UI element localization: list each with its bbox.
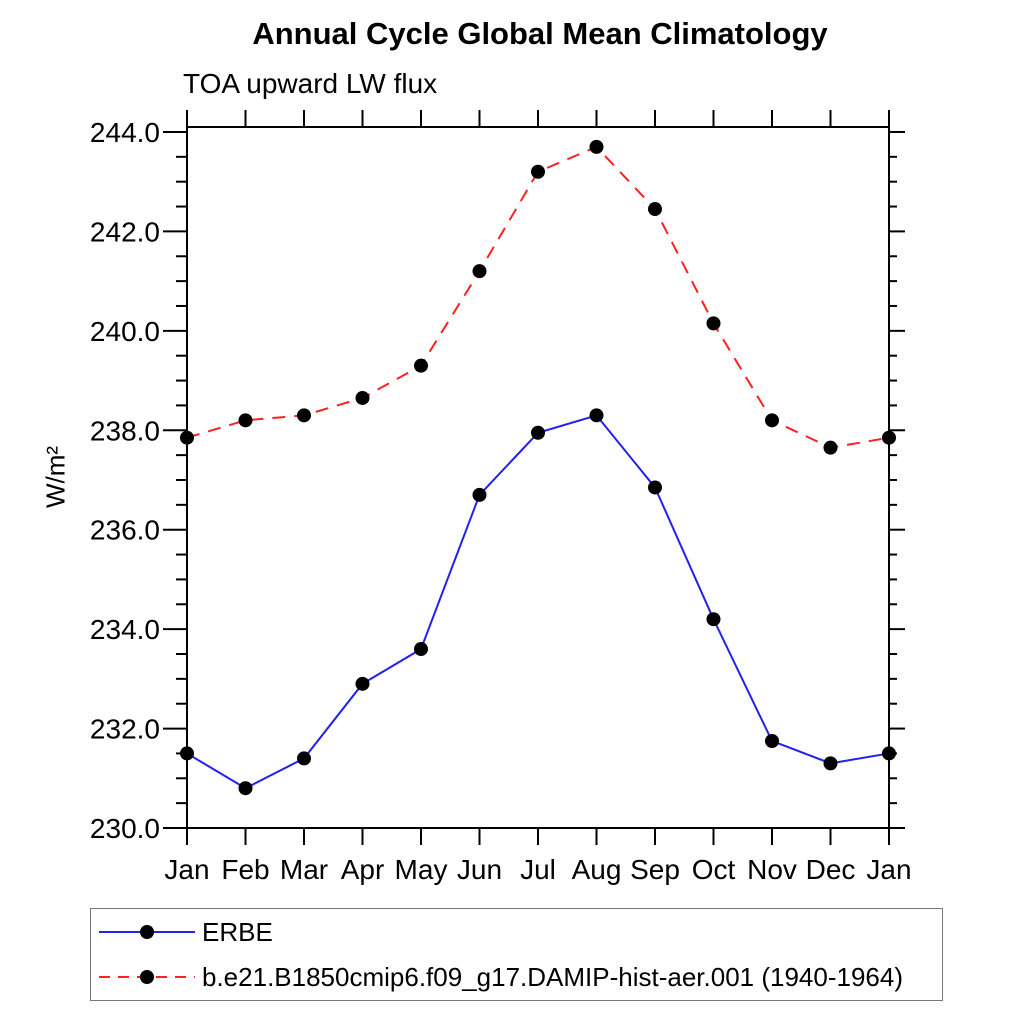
x-tick-label: Mar	[280, 854, 328, 885]
data-point-marker	[355, 676, 370, 691]
data-point-marker	[882, 746, 896, 761]
x-tick-label: Oct	[692, 854, 736, 885]
legend: ERBE b.e21.B1850cmip6.f09_g17.DAMIP-hist…	[90, 908, 943, 1001]
y-tick-label: 232.0	[90, 714, 160, 745]
data-point-marker	[297, 408, 311, 423]
y-tick-label: 236.0	[90, 515, 160, 546]
x-tick-label: Jul	[520, 854, 556, 885]
y-tick-label: 238.0	[90, 415, 160, 446]
data-point-marker	[706, 612, 721, 627]
legend-row-model: b.e21.B1850cmip6.f09_g17.DAMIP-hist-aer.…	[91, 955, 942, 999]
x-tick-label: Jan	[866, 854, 911, 885]
data-point-marker	[414, 358, 428, 373]
x-tick-label: Feb	[221, 854, 269, 885]
x-tick-label: Jun	[457, 854, 502, 885]
data-point-marker	[648, 480, 662, 495]
data-point-marker	[297, 751, 311, 766]
data-point-marker	[472, 264, 487, 279]
data-point-marker	[765, 413, 779, 428]
series-line-0	[186, 414, 890, 790]
legend-line-sample-solid-icon	[99, 925, 195, 939]
chart-subtitle: TOA upward LW flux	[183, 68, 438, 99]
plot-frame	[186, 126, 890, 829]
y-tick-label: 230.0	[90, 813, 160, 844]
data-point-marker	[823, 440, 838, 455]
data-point-marker	[589, 408, 604, 423]
data-point-marker	[414, 642, 428, 657]
legend-label-erbe: ERBE	[202, 916, 273, 947]
data-point-marker	[589, 139, 604, 154]
data-point-marker	[823, 756, 838, 771]
y-tick-label: 240.0	[90, 316, 160, 347]
data-point-marker	[765, 733, 779, 748]
legend-row-erbe: ERBE	[91, 910, 942, 954]
chart-title: Annual Cycle Global Mean Climatology	[252, 16, 828, 51]
data-point-marker	[180, 746, 194, 761]
data-point-marker	[238, 781, 253, 796]
data-point-marker	[882, 430, 896, 445]
data-point-marker	[180, 430, 194, 445]
x-tick-label: Sep	[630, 854, 680, 885]
data-point-marker	[648, 202, 662, 217]
y-tick-label: 234.0	[90, 614, 160, 645]
x-tick-label: Nov	[747, 854, 797, 885]
series-line-1	[186, 145, 890, 449]
data-point-marker	[706, 316, 721, 331]
data-point-marker	[355, 390, 370, 405]
x-tick-label: Apr	[341, 854, 385, 885]
data-point-marker	[531, 425, 545, 440]
y-tick-label: 244.0	[90, 117, 160, 148]
legend-label-model: b.e21.B1850cmip6.f09_g17.DAMIP-hist-aer.…	[202, 961, 903, 992]
data-point-marker	[238, 413, 253, 428]
data-point-marker	[531, 164, 545, 179]
x-tick-label: May	[395, 854, 448, 885]
data-point-marker	[472, 487, 487, 502]
x-tick-label: Dec	[806, 854, 856, 885]
y-tick-label: 242.0	[90, 216, 160, 247]
x-tick-label: Jan	[164, 854, 209, 885]
x-tick-label: Aug	[572, 854, 622, 885]
legend-line-sample-dashed-icon	[99, 970, 195, 984]
